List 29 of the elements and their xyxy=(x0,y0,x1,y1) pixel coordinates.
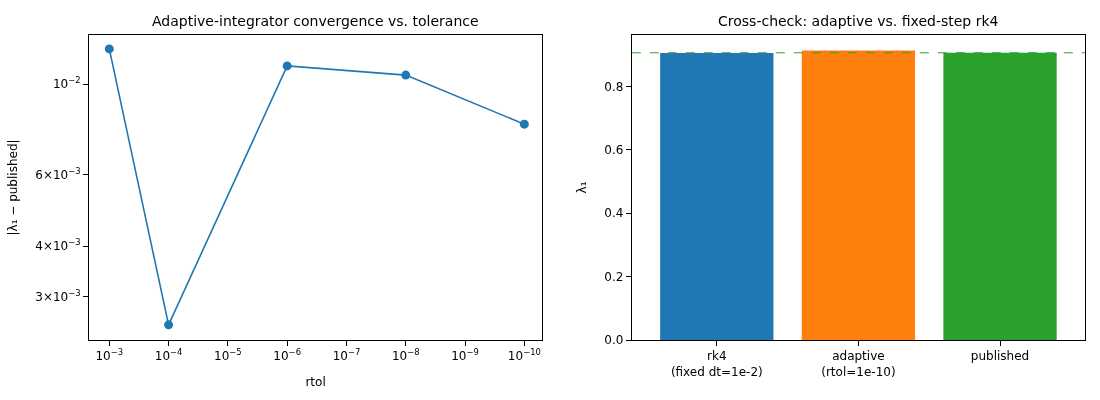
x-tick-label: published xyxy=(970,349,1030,364)
y-tick-label: 4×10$^{−3}$ xyxy=(35,237,81,254)
point xyxy=(164,320,174,330)
y-tick-label: 0.0 xyxy=(604,333,624,348)
x-tick-label: 10$^{−10}$ xyxy=(507,347,541,364)
x-tick-label: 10$^{−3}$ xyxy=(95,347,124,364)
x-tick-label: 10$^{−5}$ xyxy=(214,347,242,364)
point xyxy=(401,70,411,80)
y-tick-label: 0.4 xyxy=(604,206,624,221)
y-axis-title: λ₁ xyxy=(574,181,589,194)
x-axis-title: rtol xyxy=(305,375,326,390)
y-tick-label: 0.6 xyxy=(604,142,624,157)
x-tick-label: 10$^{−4}$ xyxy=(154,347,183,364)
point xyxy=(519,119,529,129)
y-tick-label: 0.8 xyxy=(604,79,624,94)
x-tick-label: 10$^{−8}$ xyxy=(391,347,420,364)
x-tick-label: 10$^{−7}$ xyxy=(332,347,361,364)
y-tick-label: 10$^{−2}$ xyxy=(52,75,81,92)
x-tick-label: rk4 (fixed dt=1e-2) xyxy=(670,349,763,379)
x-tick-label: adaptive (rtol=1e-10) xyxy=(821,349,896,379)
y-tick-label: 3×10$^{−3}$ xyxy=(35,288,81,305)
x-tick-label: 10$^{−9}$ xyxy=(451,347,479,364)
x-tick-label: 10$^{−6}$ xyxy=(273,347,301,364)
chart-title: Adaptive-integrator convergence vs. tolerance xyxy=(152,13,479,29)
y-tick-label: 0.2 xyxy=(604,269,624,284)
y-axis-title: |λ₁ − published| xyxy=(5,139,20,236)
chart-title: Cross-check: adaptive vs. fixed-step rk4 xyxy=(718,13,999,29)
point xyxy=(282,61,292,71)
y-tick-label: 6×10$^{−3}$ xyxy=(35,165,81,182)
